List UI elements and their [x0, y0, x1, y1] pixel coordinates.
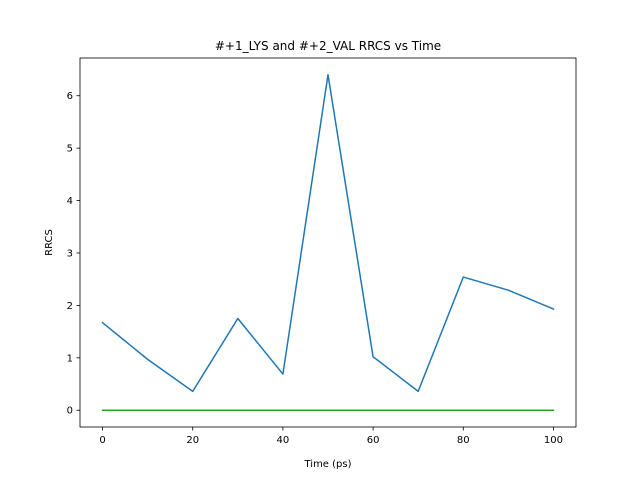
y-tick-label: 2 — [67, 301, 73, 312]
x-tick-label: 80 — [457, 435, 470, 446]
series-layer — [101, 74, 555, 411]
y-tick-label: 6 — [67, 91, 73, 102]
y-tick-label: 1 — [67, 353, 73, 364]
y-tick-label: 5 — [67, 144, 73, 155]
plot-area — [80, 58, 576, 427]
y-tick-label: 3 — [67, 248, 73, 259]
x-tick-label: 100 — [544, 435, 563, 446]
x-axis-ticks: 0 20 40 60 80 100 — [99, 427, 563, 446]
y-axis-ticks: 0 1 2 3 4 5 6 — [67, 91, 80, 417]
x-tick-label: 60 — [367, 435, 380, 446]
x-tick-label: 40 — [277, 435, 290, 446]
y-tick-label: 4 — [67, 196, 73, 207]
x-axis-label: Time (ps) — [303, 459, 351, 470]
plot-frame — [79, 57, 577, 428]
x-tick-label: 20 — [186, 435, 199, 446]
y-tick-label: 0 — [67, 406, 73, 417]
y-axis-label: RRCS — [44, 229, 55, 256]
chart-title: #+1_LYS and #+2_VAL RRCS vs Time — [215, 39, 441, 53]
x-tick-label: 0 — [99, 435, 105, 446]
series-line-1 — [101, 74, 555, 393]
